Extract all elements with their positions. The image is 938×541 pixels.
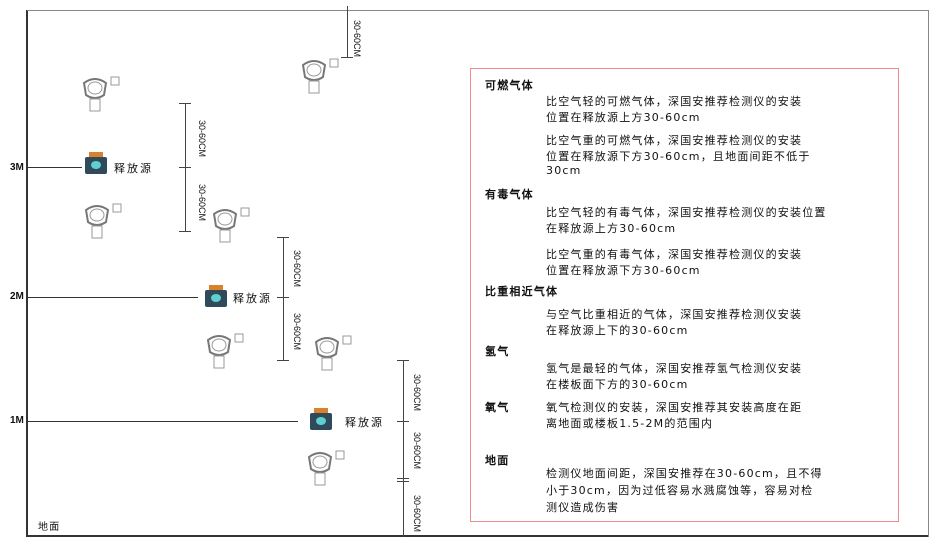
- dimension-tick: [341, 57, 353, 58]
- dimension-line: [403, 360, 404, 537]
- section-text: 30cm: [546, 164, 582, 177]
- section-text: 在释放源上方30-60cm: [546, 222, 677, 235]
- gas-detector-icon: [301, 58, 339, 94]
- explanation-panel: 可燃气体 比空气轻的可燃气体，深国安推荐检测仪的安装 位置在释放源上方30-60…: [470, 68, 899, 522]
- level-2m-line: [28, 297, 198, 298]
- section-heading: 氢气: [485, 345, 510, 358]
- floor: [27, 535, 929, 537]
- dimension-line: [347, 6, 348, 57]
- ceiling: [27, 10, 929, 11]
- section-text: 比空气重的有毒气体，深国安推荐检测仪的安装: [546, 248, 803, 261]
- section-text: 检测仪地面间距，深国安推荐在30-60cm，且不得: [546, 467, 823, 480]
- gas-detector-icon: [314, 335, 352, 371]
- section-text: 测仪造成伤害: [546, 501, 620, 514]
- section-text: 比空气重的可燃气体，深国安推荐检测仪的安装: [546, 134, 803, 147]
- level-1m-label: 1M: [10, 415, 24, 426]
- dimension-label: 30-60CM: [197, 184, 207, 222]
- dimension-label: 30-60CM: [197, 120, 207, 158]
- release-source-label: 释放源: [233, 292, 272, 305]
- section-heading: 可燃气体: [485, 79, 534, 92]
- section-text: 比空气轻的有毒气体，深国安推荐检测仪的安装位置: [546, 206, 827, 219]
- dimension-tick: [277, 360, 289, 361]
- level-1m-line: [28, 421, 298, 422]
- gas-detector-icon: [82, 76, 120, 112]
- section-text: 位置在释放源下方30-60cm，且地面间距不低于: [546, 150, 811, 163]
- dimension-line: [283, 237, 284, 361]
- release-source-label: 释放源: [345, 416, 384, 429]
- section-text: 位置在释放源上方30-60cm: [546, 111, 701, 124]
- section-text: 氧气检测仪的安装，深国安推荐其安装高度在距: [546, 401, 803, 414]
- dimension-tick: [179, 167, 191, 168]
- release-source-icon: [85, 152, 107, 174]
- wall-right: [928, 10, 929, 537]
- section-heading: 有毒气体: [485, 188, 534, 201]
- dimension-tick: [179, 231, 191, 232]
- section-heading: 比重相近气体: [485, 285, 559, 298]
- dimension-label: 30-60CM: [412, 374, 422, 412]
- release-source-label: 释放源: [114, 162, 153, 175]
- dimension-tick: [397, 360, 409, 361]
- dimension-label: 30-60CM: [352, 20, 362, 58]
- release-source-icon: [205, 285, 227, 307]
- section-heading: 氧气: [485, 401, 510, 414]
- section-text: 位置在释放源下方30-60cm: [546, 264, 701, 277]
- dimension-tick: [179, 103, 191, 104]
- wall-left: [26, 10, 28, 537]
- dimension-tick: [397, 421, 409, 422]
- level-3m-line: [28, 167, 82, 168]
- section-heading: 地面: [485, 454, 510, 467]
- section-text: 与空气比重相近的气体，深国安推荐检测仪安装: [546, 308, 803, 321]
- release-source-icon: [310, 408, 332, 430]
- dimension-label: 30-60CM: [412, 432, 422, 470]
- gas-detector-icon: [206, 333, 244, 369]
- dimension-tick: [397, 478, 409, 479]
- dimension-tick: [277, 297, 289, 298]
- section-text: 离地面或楼板1.5-2M的范围内: [546, 417, 714, 430]
- dimension-label: 30-60CM: [292, 313, 302, 351]
- section-text: 比空气轻的可燃气体，深国安推荐检测仪的安装: [546, 95, 803, 108]
- dimension-label: 30-60CM: [292, 250, 302, 288]
- dimension-label: 30-60CM: [412, 495, 422, 533]
- section-text: 在楼板面下方的30-60cm: [546, 378, 689, 391]
- level-3m-label: 3M: [10, 162, 24, 173]
- section-text: 小于30cm，因为过低容易水溅腐蚀等，容易对检: [546, 484, 814, 497]
- section-text: 在释放源上下的30-60cm: [546, 324, 689, 337]
- section-text: 氢气是最轻的气体，深国安推荐氢气检测仪安装: [546, 362, 803, 375]
- gas-detector-icon: [84, 203, 122, 239]
- dimension-tick: [277, 237, 289, 238]
- level-2m-label: 2M: [10, 291, 24, 302]
- gas-detector-icon: [307, 450, 345, 486]
- dimension-tick: [397, 481, 409, 482]
- ground-label: 地面: [38, 522, 61, 533]
- gas-detector-icon: [212, 207, 250, 243]
